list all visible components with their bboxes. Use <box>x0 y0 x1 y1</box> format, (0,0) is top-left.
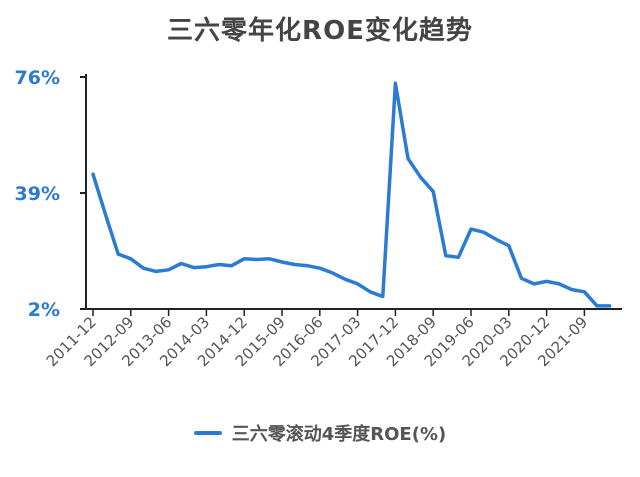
y-tick-label: 76% <box>15 67 60 89</box>
legend: 三六零滚动4季度ROE(%) <box>0 420 640 446</box>
legend-swatch <box>193 431 222 435</box>
series-line-0 <box>91 81 612 308</box>
y-tick-label: 39% <box>15 183 60 205</box>
y-axis-ticks: 76% 39% 2% <box>15 67 86 321</box>
y-tick-label: 2% <box>28 299 60 321</box>
legend-label: 三六零滚动4季度ROE(%) <box>231 424 447 445</box>
chart-title: 三六零年化ROE变化趋势 <box>167 16 473 46</box>
series-layer <box>91 81 612 308</box>
x-axis-ticks: 2011-122012-092013-062014-032014-122015-… <box>43 309 591 370</box>
